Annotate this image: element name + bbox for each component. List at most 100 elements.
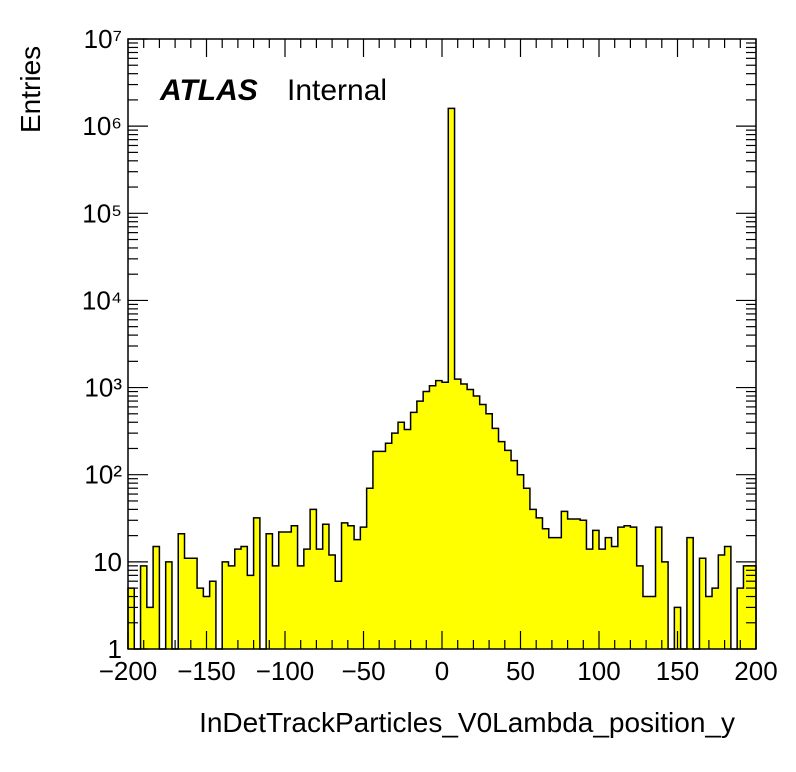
histogram-bin-10 bbox=[190, 558, 198, 649]
histogram-bin-70 bbox=[567, 519, 575, 649]
y-tick-label: 10² bbox=[84, 460, 122, 490]
histogram-bin-82 bbox=[642, 596, 650, 649]
histogram-bin-75 bbox=[599, 549, 606, 649]
histogram-bin-55 bbox=[473, 396, 480, 649]
histogram-bin-46 bbox=[416, 401, 424, 649]
histogram-bin-64 bbox=[529, 509, 537, 649]
histogram-bin-27 bbox=[297, 565, 305, 649]
histogram-bin-54 bbox=[467, 389, 474, 649]
histogram-bin-20 bbox=[253, 517, 261, 649]
histogram-bin-16 bbox=[228, 565, 236, 649]
x-tick-label: 0 bbox=[435, 656, 449, 686]
histogram-bin-63 bbox=[523, 488, 531, 649]
histogram-bin-69 bbox=[561, 511, 568, 649]
histogram-bin-58 bbox=[492, 428, 499, 649]
histogram-bin-25 bbox=[285, 532, 292, 649]
histogram-bin-42 bbox=[391, 433, 399, 649]
histogram-bin-74 bbox=[592, 530, 600, 649]
histogram-bin-11 bbox=[197, 588, 204, 649]
histogram-bin-24 bbox=[278, 532, 286, 649]
histogram-bin-40 bbox=[379, 451, 386, 649]
internal-label: Internal bbox=[287, 74, 387, 107]
x-tick-label: 150 bbox=[656, 656, 699, 686]
histogram-bin-22 bbox=[266, 533, 273, 649]
y-tick-label: 10 bbox=[93, 547, 122, 577]
histogram-bin-37 bbox=[360, 527, 367, 649]
histogram-bin-48 bbox=[429, 385, 437, 649]
histogram-bin-3 bbox=[146, 607, 154, 649]
histogram-bin-6 bbox=[165, 561, 173, 649]
histogram-bin-62 bbox=[517, 474, 524, 649]
histogram-bin-35 bbox=[347, 525, 355, 649]
histogram-bin-28 bbox=[303, 549, 311, 649]
x-tick-label: 100 bbox=[577, 656, 620, 686]
histogram-bin-87 bbox=[674, 607, 681, 649]
y-tick-label: 10⁷ bbox=[84, 24, 122, 54]
histogram-bin-41 bbox=[385, 443, 393, 649]
histogram-bin-60 bbox=[504, 450, 512, 649]
histogram-bin-93 bbox=[712, 588, 719, 649]
histogram-bin-57 bbox=[485, 413, 493, 649]
histogram-bin-84 bbox=[655, 527, 663, 649]
histogram-bin-85 bbox=[661, 561, 669, 649]
atlas-label: ATLAS bbox=[159, 74, 258, 107]
y-tick-label: 10³ bbox=[84, 373, 122, 403]
histogram-bin-23 bbox=[272, 565, 280, 649]
histogram-bin-59 bbox=[498, 441, 506, 649]
histogram-bin-77 bbox=[611, 546, 619, 649]
histogram-bin-78 bbox=[617, 527, 625, 649]
y-axis-title: Entries bbox=[15, 46, 46, 133]
histogram-bin-66 bbox=[542, 528, 550, 649]
histogram-bin-52 bbox=[454, 379, 462, 649]
histogram-bin-8 bbox=[178, 533, 185, 649]
histogram-bin-18 bbox=[241, 546, 248, 649]
histogram-bin-92 bbox=[705, 596, 713, 649]
histogram-bin-80 bbox=[630, 527, 637, 649]
y-tick-label: 10⁶ bbox=[82, 111, 122, 141]
histogram-bin-53 bbox=[460, 383, 468, 649]
histogram-bin-83 bbox=[649, 596, 656, 649]
x-tick-label: 50 bbox=[506, 656, 535, 686]
histogram-bin-94 bbox=[718, 554, 725, 649]
histogram-bin-4 bbox=[153, 546, 160, 649]
x-tick-label: −200 bbox=[99, 656, 158, 686]
histogram-bin-47 bbox=[423, 391, 430, 649]
histogram-bin-71 bbox=[573, 519, 581, 649]
histogram-bin-29 bbox=[310, 509, 317, 649]
histogram-bin-43 bbox=[398, 422, 405, 649]
histogram-bin-0 bbox=[128, 588, 135, 649]
histogram-bin-89 bbox=[686, 537, 694, 649]
histogram-bin-73 bbox=[586, 549, 594, 649]
histogram-bin-65 bbox=[536, 517, 543, 649]
x-tick-label: −150 bbox=[177, 656, 236, 686]
histogram-bin-19 bbox=[247, 575, 254, 649]
histogram-bin-2 bbox=[140, 565, 148, 649]
x-tick-label: 200 bbox=[734, 656, 777, 686]
histogram-bin-45 bbox=[410, 412, 418, 649]
histogram-bin-81 bbox=[636, 565, 644, 649]
histogram-bin-76 bbox=[605, 537, 612, 649]
histogram-bin-12 bbox=[203, 596, 210, 649]
histogram-bin-30 bbox=[316, 549, 323, 649]
histogram-bin-50 bbox=[442, 382, 449, 649]
histogram-bin-15 bbox=[222, 561, 229, 649]
histogram-bin-51 bbox=[448, 108, 455, 650]
y-tick-label: 10⁴ bbox=[82, 285, 122, 315]
x-tick-label: −100 bbox=[256, 656, 315, 686]
tick-labels: −200 −150 −100 −50 0 50 100 150 200 1 10 10² 10³ 10⁴ 1… bbox=[82, 24, 778, 686]
histogram-bin-91 bbox=[699, 558, 707, 649]
histogram-bin-36 bbox=[354, 539, 361, 649]
histogram-bin-79 bbox=[624, 525, 631, 649]
histogram-bin-31 bbox=[322, 524, 330, 649]
histogram-bin-38 bbox=[366, 488, 374, 649]
histogram-bin-95 bbox=[724, 546, 732, 649]
histogram-bin-17 bbox=[234, 549, 242, 649]
histogram-bin-39 bbox=[372, 451, 380, 649]
x-axis-title: InDetTrackParticles_V0Lambda_position_y bbox=[199, 707, 735, 738]
histogram-bin-67 bbox=[548, 537, 556, 649]
histogram-bin-56 bbox=[479, 404, 487, 649]
histogram-bin-49 bbox=[435, 380, 443, 649]
histogram-bin-34 bbox=[341, 522, 349, 649]
histogram-outline bbox=[127, 107, 757, 650]
axis-ticks bbox=[127, 38, 757, 650]
